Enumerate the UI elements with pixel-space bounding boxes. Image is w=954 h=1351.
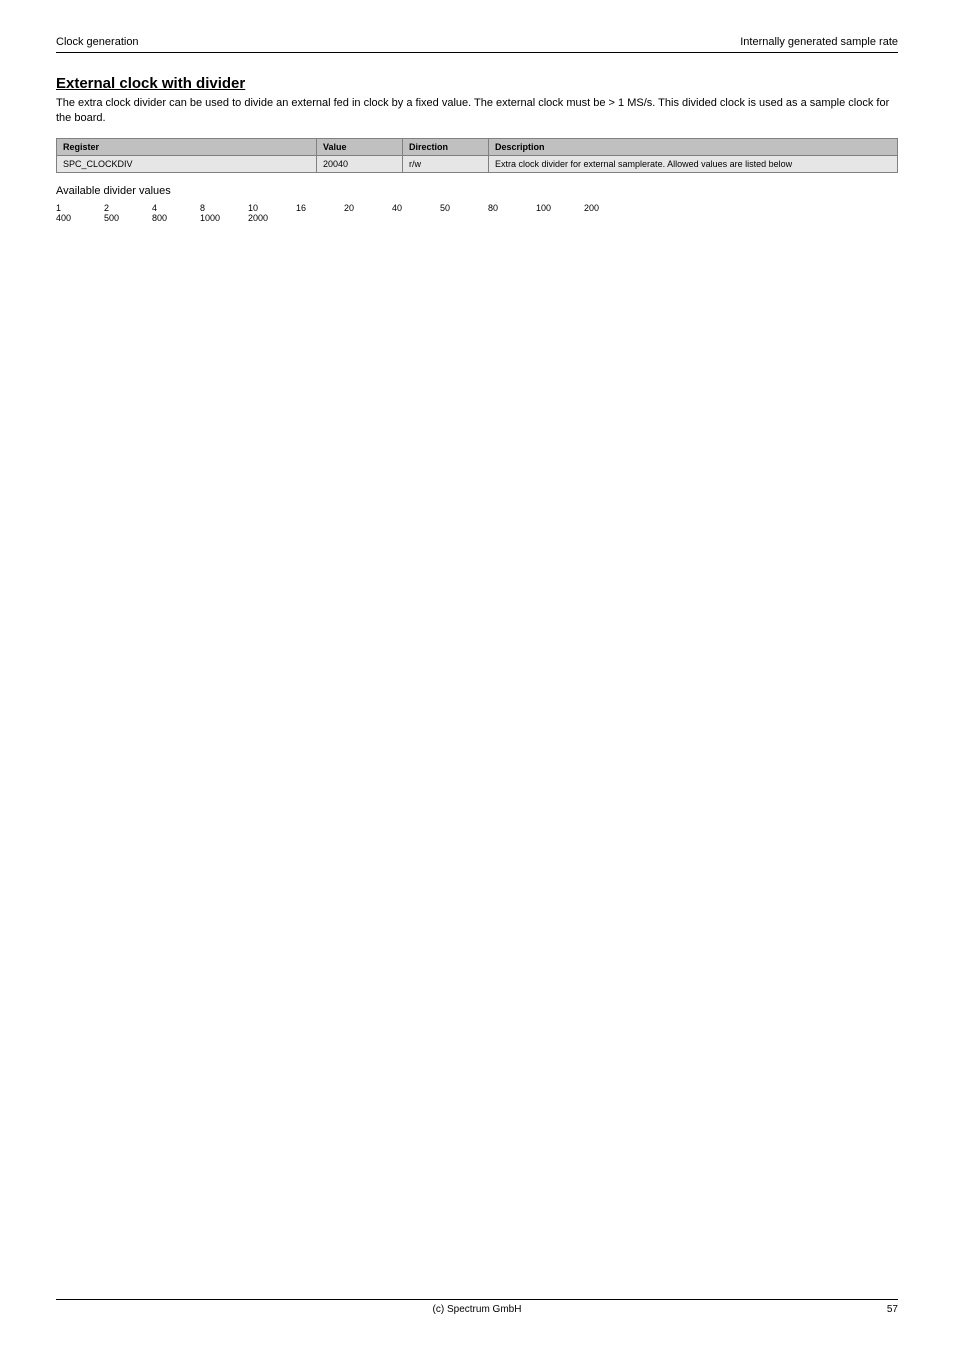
div-val: 4 (152, 203, 200, 213)
div-val: 50 (440, 203, 488, 213)
divider-values-label: Available divider values (56, 185, 898, 197)
div-val: 10 (248, 203, 296, 213)
col-value-header: Value (317, 138, 403, 155)
cell-direction: r/w (403, 155, 489, 172)
header-right: Internally generated sample rate (740, 36, 898, 48)
div-val: 200 (584, 203, 632, 213)
col-description-header: Description (489, 138, 898, 155)
div-val: 1 (56, 203, 104, 213)
header-left: Clock generation (56, 36, 139, 48)
div-val: 40 (392, 203, 440, 213)
div-val: 100 (536, 203, 584, 213)
footer-center: (c) Spectrum GmbH (56, 1304, 898, 1315)
div-val: 2 (104, 203, 152, 213)
div-val: 80 (488, 203, 536, 213)
div-val: 1000 (200, 213, 248, 223)
cell-register: SPC_CLOCKDIV (57, 155, 317, 172)
div-val: 800 (152, 213, 200, 223)
divider-row-1: 1 2 4 8 10 16 20 40 50 80 100 200 (56, 203, 898, 213)
div-val: 8 (200, 203, 248, 213)
section-title: External clock with divider (56, 75, 898, 92)
divider-row-2: 400 500 800 1000 2000 (56, 213, 898, 223)
page-footer: . (c) Spectrum GmbH 57 (56, 1299, 898, 1315)
section-body: The extra clock divider can be used to d… (56, 96, 898, 126)
div-val: 2000 (248, 213, 296, 223)
col-register-header: Register (57, 138, 317, 155)
div-val: 500 (104, 213, 152, 223)
col-direction-header: Direction (403, 138, 489, 155)
div-val: 400 (56, 213, 104, 223)
div-val: 20 (344, 203, 392, 213)
register-table: Register Value Direction Description SPC… (56, 138, 898, 173)
cell-value: 20040 (317, 155, 403, 172)
div-val: 16 (296, 203, 344, 213)
cell-description: Extra clock divider for external sampler… (489, 155, 898, 172)
page-header: Clock generation Internally generated sa… (56, 36, 898, 53)
